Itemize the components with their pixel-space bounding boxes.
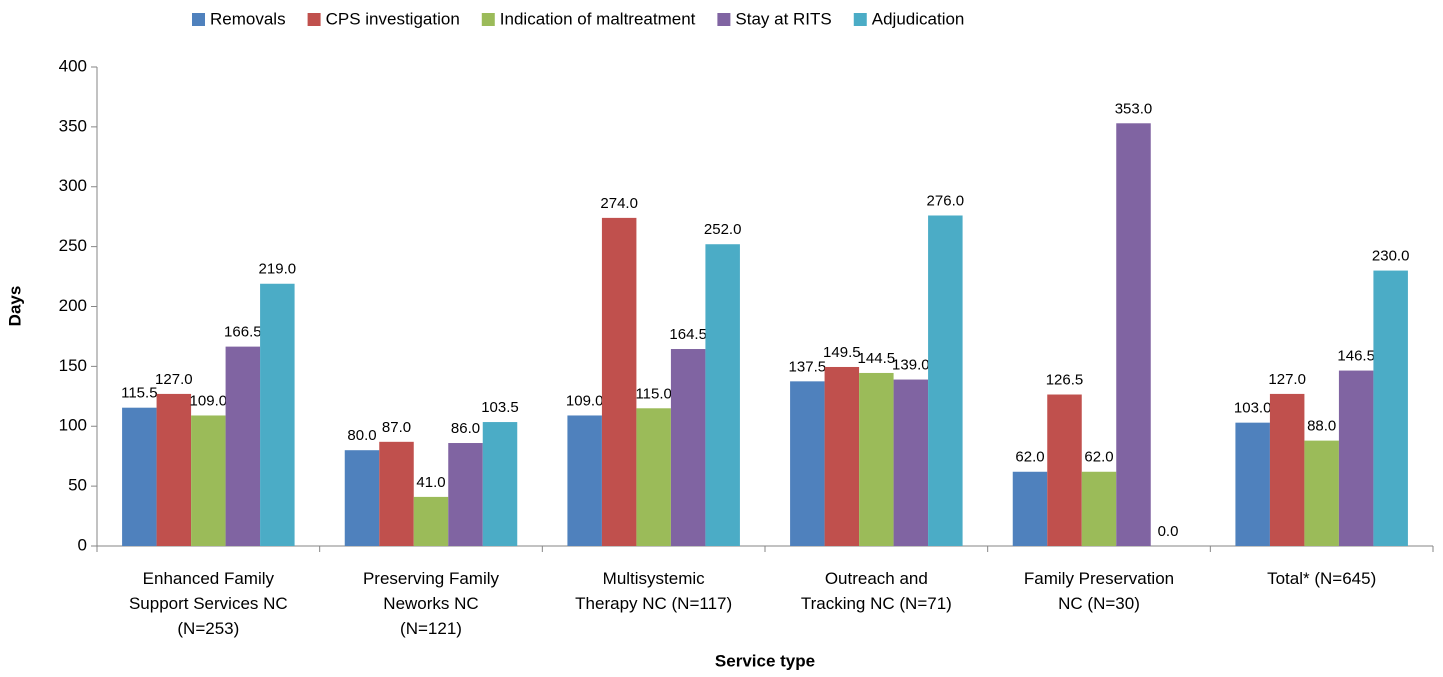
x-axis-label: Service type [715, 651, 815, 670]
value-label: 115.0 [635, 385, 671, 402]
bar [1269, 393, 1305, 546]
x-tick-label: Enhanced Family Support Services NC (N=253… [129, 569, 288, 638]
value-label: 219.0 [259, 261, 297, 278]
legend-swatch [192, 13, 205, 26]
value-label: 109.0 [566, 392, 604, 409]
bar [1116, 123, 1151, 546]
bar [1081, 471, 1117, 546]
bar [670, 349, 706, 546]
bar [448, 443, 483, 546]
bar [1047, 394, 1082, 546]
value-label: 62.0 [1084, 449, 1113, 466]
value-label: 146.5 [1337, 348, 1375, 365]
y-tick-label: 300 [59, 176, 87, 195]
legend-label: Indication of maltreatment [500, 9, 696, 28]
bar [225, 346, 261, 546]
y-tick-label: 250 [59, 236, 87, 255]
value-label: 0.0 [1158, 523, 1179, 540]
bar [344, 450, 380, 546]
x-tick-label: Outreach and Tracking NC (N=71) [801, 569, 952, 613]
bar [413, 496, 449, 546]
y-tick-label: 350 [59, 116, 87, 135]
legend-swatch [481, 13, 495, 26]
bar [928, 215, 963, 547]
bar [191, 415, 226, 546]
bar [705, 244, 740, 547]
value-label: 230.0 [1372, 248, 1410, 265]
value-label: 252.0 [704, 221, 742, 238]
x-tick-label: Total* (N=645) [1267, 569, 1376, 588]
bar [122, 407, 157, 546]
value-label: 166.5 [224, 324, 262, 341]
bar [482, 422, 518, 546]
y-tick-label: 100 [59, 416, 87, 435]
value-label: 62.0 [1015, 449, 1044, 466]
value-label: 86.0 [451, 420, 480, 437]
y-tick-label: 50 [68, 476, 87, 495]
bar [1304, 440, 1339, 546]
bar [1012, 471, 1048, 546]
bar [636, 408, 671, 546]
value-label: 87.0 [382, 419, 411, 436]
value-label: 139.0 [892, 357, 930, 374]
x-tick-label: Family Preservation NC (N=30) [1024, 569, 1174, 613]
legend-label: CPS investigation [326, 9, 460, 28]
value-label: 353.0 [1115, 100, 1153, 117]
value-label: 115.5 [121, 385, 157, 402]
value-label: 41.0 [416, 474, 445, 491]
bar [260, 283, 295, 546]
legend-label: Removals [210, 9, 286, 28]
bar [1235, 422, 1270, 546]
value-label: 164.5 [669, 326, 707, 343]
value-label: 103.5 [481, 399, 519, 416]
bar [601, 217, 637, 546]
x-tick-label: Multisystemic Therapy NC (N=117) [575, 569, 732, 613]
legend-swatch [717, 13, 731, 26]
x-tick-label: Preserving Family Neworks NC (N=121) [363, 569, 500, 638]
legend-swatch [853, 13, 867, 26]
bar [567, 415, 602, 546]
value-label: 80.0 [347, 427, 376, 444]
y-tick-label: 400 [59, 56, 87, 75]
value-label: 149.5 [823, 344, 861, 361]
y-tick-label: 200 [59, 296, 87, 315]
value-label: 109.0 [190, 392, 228, 409]
value-label: 127.0 [155, 371, 193, 388]
bar [1373, 270, 1408, 546]
legend-label: Adjudication [872, 9, 965, 28]
value-label: 127.0 [1268, 371, 1306, 388]
legend-label: Stay at RITS [735, 9, 831, 28]
bar [156, 393, 192, 546]
bar [790, 381, 825, 546]
value-label: 126.5 [1046, 371, 1084, 388]
bar [859, 372, 894, 546]
y-axis-label: Days [5, 286, 24, 327]
bar [1338, 370, 1374, 546]
bar [893, 379, 929, 546]
value-label: 103.0 [1234, 400, 1272, 417]
value-label: 88.0 [1307, 418, 1336, 435]
bar [379, 441, 414, 546]
y-tick-label: 150 [59, 356, 87, 375]
y-tick-label: 0 [78, 535, 87, 554]
value-label: 274.0 [600, 195, 638, 212]
legend-swatch [307, 13, 321, 26]
bar [824, 366, 860, 546]
value-label: 137.5 [789, 358, 827, 375]
value-label: 276.0 [927, 192, 965, 209]
value-label: 144.5 [858, 350, 896, 367]
